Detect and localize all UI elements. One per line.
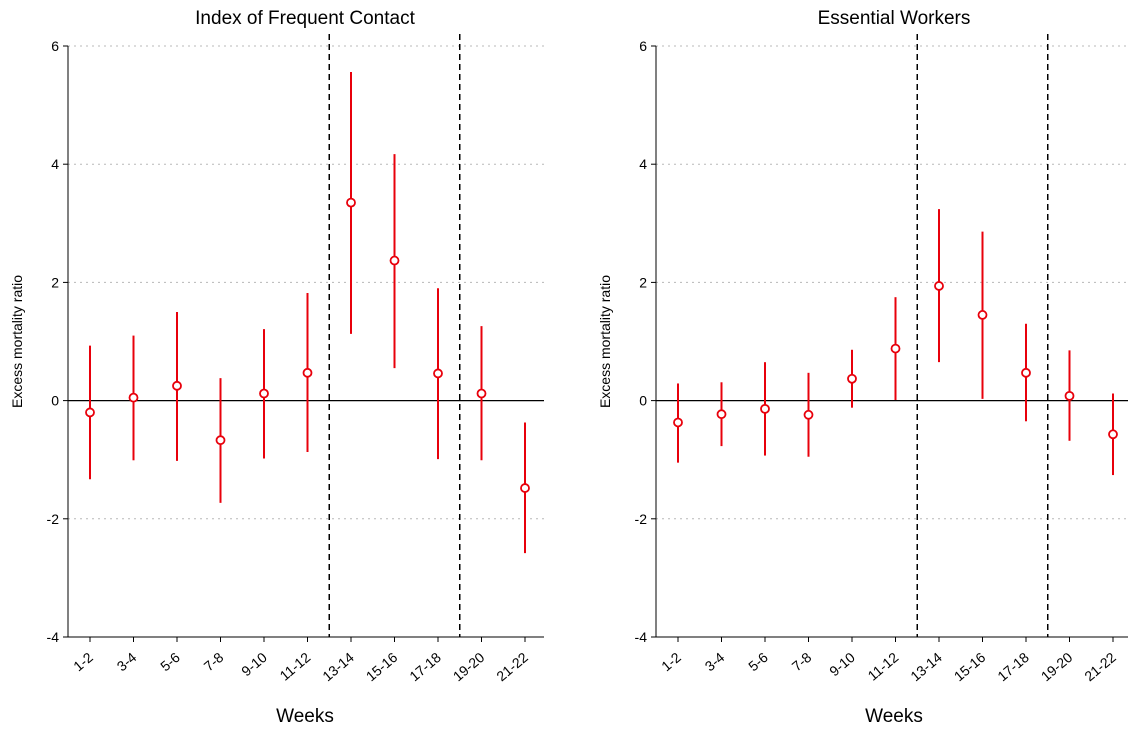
- x-tick-label: 13-14: [319, 649, 357, 684]
- y-tick-label: 2: [639, 274, 647, 290]
- x-tick-label: 7-8: [789, 649, 815, 674]
- x-tick-label: 3-4: [114, 649, 140, 674]
- x-tick-label: 15-16: [951, 649, 989, 684]
- point-estimate: [302, 367, 313, 378]
- x-tick-label: 1-2: [658, 649, 684, 674]
- x-tick-label: 3-4: [702, 649, 728, 674]
- point-estimate: [1108, 429, 1118, 440]
- point-estimate: [890, 343, 901, 354]
- point-estimate: [476, 388, 487, 399]
- chart-panel-1: Index of Frequent Contact -4 -2 0 2 4 6 Excess …: [9, 8, 544, 727]
- point-estimate: [389, 255, 400, 266]
- point-estimate: [803, 409, 814, 420]
- point-estimate: [520, 483, 530, 493]
- y-tick-label: -2: [47, 511, 60, 527]
- point-estimate: [1021, 367, 1031, 378]
- point-estimate: [760, 403, 770, 414]
- point-estimate: [215, 435, 226, 446]
- point-estimate: [934, 281, 944, 291]
- point-estimate: [259, 388, 269, 399]
- point-estimate: [172, 380, 182, 391]
- point-estimate: [847, 373, 857, 384]
- point-estimate: [673, 417, 683, 428]
- x-tick-label: 11-12: [276, 649, 313, 684]
- y-tick-label: -2: [635, 511, 648, 527]
- y-tick-label: -4: [635, 629, 648, 645]
- x-tick-label: 17-18: [406, 649, 444, 684]
- point-estimate: [1064, 390, 1075, 401]
- x-axis-label: Weeks: [276, 706, 334, 727]
- x-tick-label: 21-22: [1081, 649, 1119, 684]
- x-tick-label: 19-20: [1038, 649, 1076, 684]
- x-tick-label: 13-14: [907, 649, 945, 684]
- x-tick-label: 7-8: [201, 649, 227, 674]
- point-estimate: [716, 409, 727, 420]
- point-estimate: [433, 368, 443, 379]
- point-estimate: [346, 197, 356, 208]
- y-tick-label: 6: [51, 38, 59, 54]
- x-tick-label: 17-18: [994, 649, 1032, 684]
- x-tick-label: 5-6: [745, 649, 771, 674]
- x-tick-label: 9-10: [826, 649, 858, 679]
- y-tick-label: -4: [47, 629, 60, 645]
- x-tick-label: 1-2: [70, 649, 96, 674]
- x-tick-label: 9-10: [238, 649, 270, 679]
- y-tick-label: 0: [639, 393, 647, 409]
- x-tick-label: 11-12: [864, 649, 901, 684]
- x-axis-label: Weeks: [865, 706, 923, 727]
- y-axis-label: Excess mortality ratio: [597, 275, 613, 408]
- x-tick-label: 21-22: [493, 649, 531, 684]
- point-estimate: [977, 310, 988, 320]
- chart-panel-2: Essential Workers -4 -2 0 2 4 6 Excess mortalit…: [597, 8, 1128, 727]
- y-tick-label: 2: [51, 274, 59, 290]
- x-tick-label: 5-6: [157, 649, 183, 674]
- x-tick-label: 15-16: [363, 649, 401, 684]
- x-tick-label: 19-20: [450, 649, 488, 684]
- chart-title: Index of Frequent Contact: [195, 8, 415, 29]
- y-tick-label: 4: [51, 156, 59, 172]
- y-tick-label: 4: [639, 156, 647, 172]
- y-tick-label: 6: [639, 38, 647, 54]
- point-estimate: [85, 407, 95, 418]
- point-estimate: [128, 392, 139, 403]
- y-tick-label: 0: [51, 393, 59, 409]
- chart-title: Essential Workers: [818, 8, 971, 29]
- y-axis-label: Excess mortality ratio: [9, 275, 25, 408]
